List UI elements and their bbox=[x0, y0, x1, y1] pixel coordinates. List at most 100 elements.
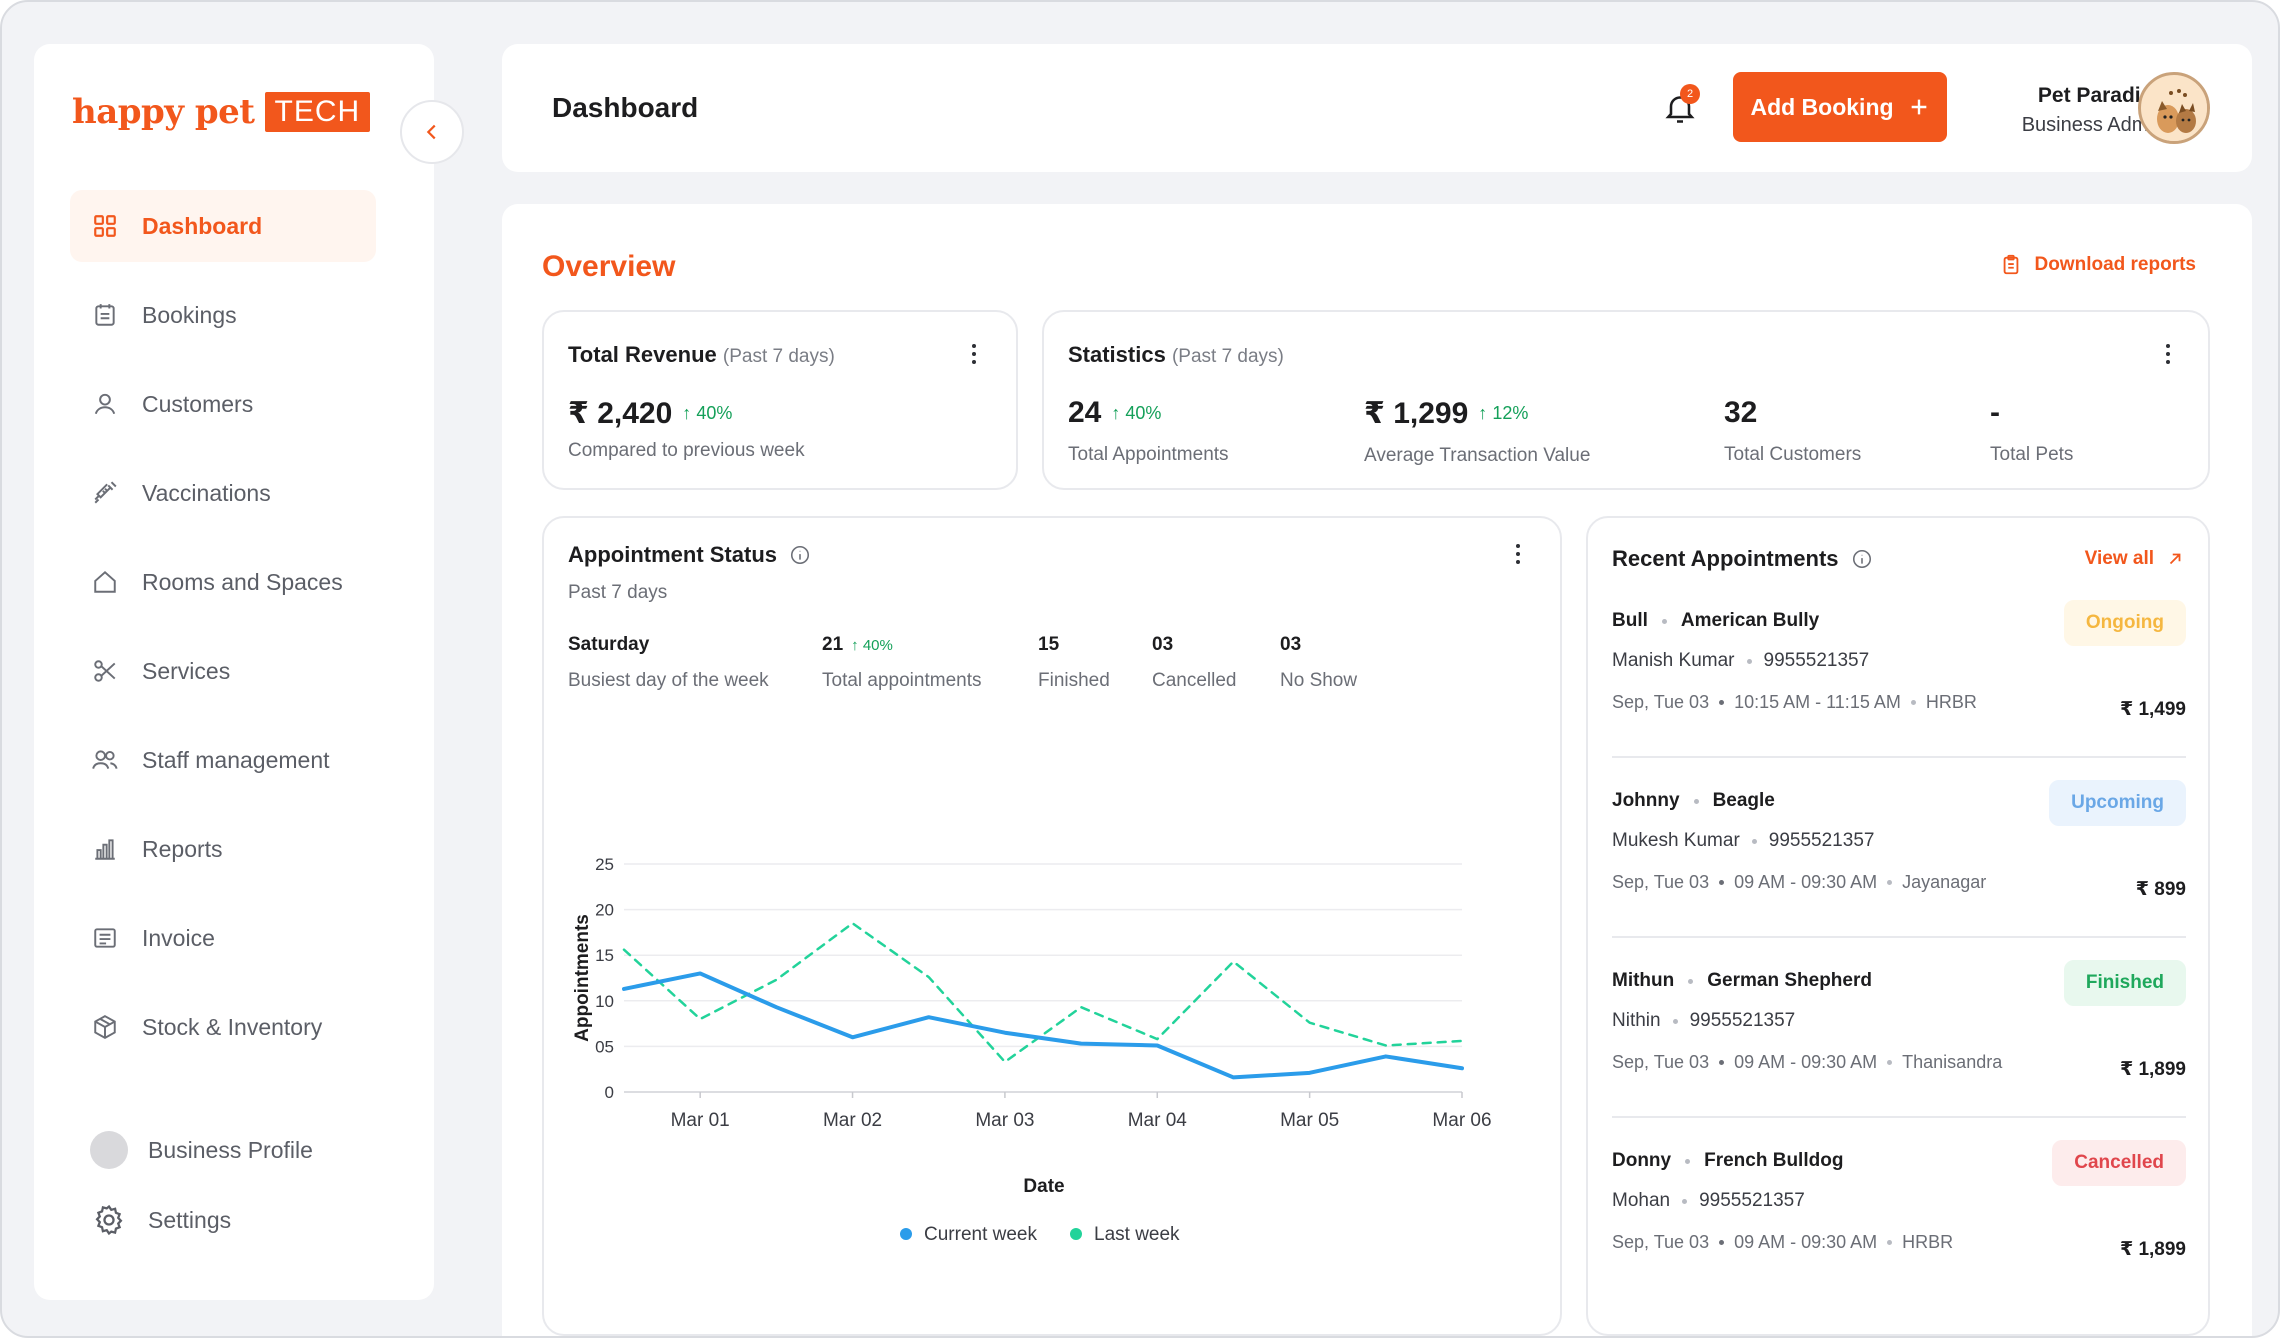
legend-marker bbox=[1070, 1228, 1082, 1240]
y-tick-label: 10 bbox=[595, 992, 614, 1011]
sidebar-item-label: Bookings bbox=[142, 301, 237, 328]
no-show-stat: 03 No Show bbox=[1280, 634, 1358, 691]
pet-name: Johnny bbox=[1612, 790, 1680, 811]
appointment-schedule: Sep, Tue 03 09 AM - 09:30 AM Jayanagar bbox=[1612, 872, 2186, 893]
stat-total-pets: - Total Pets bbox=[1990, 396, 2074, 465]
appointment-date: Sep, Tue 03 bbox=[1612, 692, 1710, 712]
sidebar-item-label: Rooms and Spaces bbox=[142, 568, 343, 595]
view-all-label: View all bbox=[2084, 548, 2154, 569]
appointments-line-chart: 0 05 10 15 20 25 Mar 01 Mar 02 Mar 03 Mar 04 Mar 0… bbox=[572, 855, 1492, 1245]
calendar-icon bbox=[90, 300, 120, 330]
sidebar-item-customers[interactable]: Customers bbox=[70, 368, 376, 440]
appointment-location: Thanisandra bbox=[1902, 1052, 2003, 1072]
appointment-divider bbox=[1612, 756, 2186, 758]
user-avatar[interactable] bbox=[2138, 72, 2210, 144]
x-tick-label: Mar 04 bbox=[1128, 1110, 1188, 1131]
stat-avg-transaction: ₹ 1,299 ↑ 12% Average Transaction Value bbox=[1364, 397, 1591, 466]
x-tick-label: Mar 03 bbox=[975, 1110, 1034, 1131]
revenue-menu-button[interactable] bbox=[970, 344, 978, 364]
y-tick-label: 20 bbox=[595, 901, 614, 920]
sidebar-item-label: Stock & Inventory bbox=[142, 1013, 323, 1040]
chevron-left-icon bbox=[426, 124, 436, 140]
add-booking-button[interactable]: Add Booking bbox=[1733, 72, 1947, 142]
appointment-item[interactable]: Mithun German Shepherd Nithin 9955521357 Sep… bbox=[1612, 960, 2186, 1080]
grid-icon bbox=[90, 211, 120, 241]
y-tick-label: 0 bbox=[605, 1083, 614, 1102]
top-header: Dashboard 2 Add Booking Pet Paradise Bus… bbox=[502, 44, 2252, 172]
pet-breed: French Bulldog bbox=[1704, 1150, 1844, 1171]
recent-title: Recent Appointments bbox=[1612, 546, 1839, 571]
legend-label: Current week bbox=[924, 1224, 1037, 1245]
brand-name: happy pet bbox=[72, 92, 255, 132]
y-axis-label: Appointments bbox=[572, 914, 593, 1042]
download-reports-link[interactable]: Download reports bbox=[2000, 254, 2196, 276]
sidebar-item-rooms[interactable]: Rooms and Spaces bbox=[70, 546, 376, 618]
appointment-status-subtitle: Past 7 days bbox=[568, 582, 668, 603]
sidebar-item-settings[interactable]: Settings bbox=[70, 1192, 376, 1248]
sidebar-item-business-profile[interactable]: Business Profile bbox=[70, 1122, 376, 1178]
x-tick-label: Mar 02 bbox=[823, 1110, 882, 1131]
sidebar-item-services[interactable]: Services bbox=[70, 635, 376, 707]
appointment-pet: Mithun German Shepherd bbox=[1612, 970, 2186, 992]
appointment-time: 09 AM - 09:30 AM bbox=[1734, 872, 1878, 892]
appointment-item[interactable]: Donny French Bulldog Mohan 9955521357 Sep, T… bbox=[1612, 1140, 2186, 1260]
x-axis-label: Date bbox=[1023, 1176, 1064, 1197]
sidebar-item-reports[interactable]: Reports bbox=[70, 813, 376, 885]
appointment-schedule: Sep, Tue 03 10:15 AM - 11:15 AM HRBR bbox=[1612, 692, 2186, 713]
pet-name: Donny bbox=[1612, 1150, 1672, 1171]
status-badge: Cancelled bbox=[2052, 1140, 2186, 1186]
scissors-icon bbox=[90, 656, 120, 686]
appointment-time: 09 AM - 09:30 AM bbox=[1734, 1232, 1878, 1252]
users-icon bbox=[90, 745, 120, 775]
sidebar-item-invoice[interactable]: Invoice bbox=[70, 902, 376, 974]
revenue-card: Total Revenue (Past 7 days) ₹ 2,420 ↑ 40… bbox=[542, 310, 1018, 490]
sidebar-item-dashboard[interactable]: Dashboard bbox=[70, 190, 376, 262]
sidebar-item-bookings[interactable]: Bookings bbox=[70, 279, 376, 351]
sidebar-item-staff[interactable]: Staff management bbox=[70, 724, 376, 796]
appointment-pet: Bull American Bully bbox=[1612, 610, 2186, 632]
appointment-owner: Mukesh Kumar 9955521357 bbox=[1612, 830, 2186, 852]
appointment-date: Sep, Tue 03 bbox=[1612, 1052, 1710, 1072]
chart-plot-group: 0 05 10 15 20 25 Mar 01 Mar 02 Mar 03 Mar 04 Mar 0… bbox=[572, 855, 1492, 1245]
notification-badge: 2 bbox=[1680, 84, 1700, 104]
info-icon[interactable] bbox=[1851, 548, 1873, 570]
page-title: Dashboard bbox=[552, 92, 699, 123]
info-icon[interactable] bbox=[789, 544, 811, 566]
appointment-status-header: Appointment Status bbox=[568, 542, 811, 568]
download-reports-label: Download reports bbox=[2034, 254, 2196, 275]
appointment-status-menu-button[interactable] bbox=[1514, 544, 1522, 564]
view-all-link[interactable]: View all bbox=[2085, 548, 2184, 570]
sidebar-item-vaccinations[interactable]: Vaccinations bbox=[70, 457, 376, 529]
appointment-status-card: Appointment Status Past 7 days Saturday … bbox=[542, 516, 1562, 1336]
pet-breed: Beagle bbox=[1712, 790, 1775, 811]
appointment-date: Sep, Tue 03 bbox=[1612, 872, 1710, 892]
brand-badge: TECH bbox=[264, 92, 371, 132]
status-badge: Ongoing bbox=[2063, 600, 2186, 646]
stat-total-customers: 32 Total Customers bbox=[1724, 396, 1862, 465]
appointment-item[interactable]: Johnny Beagle Mukesh Kumar 9955521357 Sep, T… bbox=[1612, 780, 2186, 900]
x-tick-label: Mar 06 bbox=[1432, 1110, 1491, 1131]
owner-phone: 9955521357 bbox=[1763, 650, 1870, 671]
pet-breed: German Shepherd bbox=[1707, 970, 1872, 991]
appointment-price: ₹ 899 bbox=[2135, 879, 2186, 900]
appointment-price: ₹ 1,499 bbox=[2119, 699, 2186, 720]
x-tick-label: Mar 05 bbox=[1280, 1110, 1339, 1131]
brand-logo[interactable]: happy pet TECH bbox=[72, 92, 371, 132]
stat-total-appointments: 24 ↑ 40% Total Appointments bbox=[1068, 396, 1229, 465]
owner-phone: 9955521357 bbox=[1768, 830, 1875, 851]
revenue-value-row: ₹ 2,420 ↑ 40% bbox=[568, 396, 732, 431]
statistics-menu-button[interactable] bbox=[2164, 344, 2172, 364]
sidebar-item-inventory[interactable]: Stock & Inventory bbox=[70, 991, 376, 1063]
appointment-schedule: Sep, Tue 03 09 AM - 09:30 AM HRBR bbox=[1612, 1232, 2186, 1253]
appointment-owner: Mohan 9955521357 bbox=[1612, 1190, 2186, 1212]
sidebar-collapse-button[interactable] bbox=[400, 100, 464, 164]
finished-stat: 15 Finished bbox=[1038, 634, 1110, 691]
appointment-owner: Nithin 9955521357 bbox=[1612, 1010, 2186, 1032]
owner-name: Mukesh Kumar bbox=[1612, 830, 1740, 851]
owner-phone: 9955521357 bbox=[1699, 1190, 1805, 1211]
appointment-status-title: Appointment Status bbox=[568, 542, 777, 567]
avatar bbox=[90, 1131, 128, 1169]
user-icon bbox=[90, 389, 120, 419]
appointment-item[interactable]: Bull American Bully Manish Kumar 9955521357… bbox=[1612, 600, 2186, 720]
